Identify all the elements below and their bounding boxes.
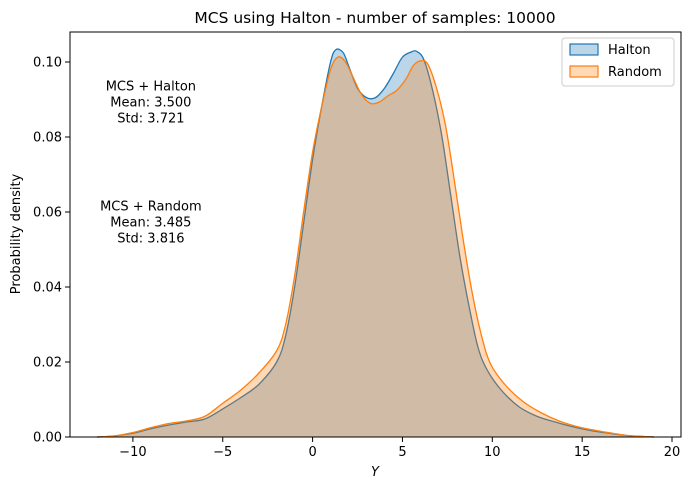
y-tick-label: 0.10	[33, 56, 62, 71]
legend-label-halton: Halton	[608, 43, 651, 58]
x-tick-label: 5	[398, 445, 406, 460]
x-tick-label: 0	[308, 445, 316, 460]
legend: Halton Random	[561, 37, 675, 87]
chart-title: MCS using Halton - number of samples: 10…	[194, 9, 555, 27]
x-axis-label: Y	[371, 465, 380, 480]
annotation-halton-line: MCS + Halton	[106, 79, 196, 94]
series-line-halton	[96, 48, 655, 438]
plot-frame	[69, 31, 682, 438]
y-axis-label: Probability density	[9, 173, 24, 294]
annotation-random-line: MCS + Random	[100, 199, 202, 214]
x-axis: −10 −5 0 5 10 15 20	[119, 437, 680, 460]
annotation-random-line: Mean: 3.485	[110, 215, 191, 230]
x-tick-label: 20	[664, 445, 681, 460]
legend-label-random: Random	[608, 65, 662, 80]
legend-box	[561, 37, 675, 87]
x-tick-label: 15	[574, 445, 591, 460]
series-line-random	[96, 56, 655, 438]
y-tick-label: 0.04	[33, 281, 62, 296]
series-layer	[96, 48, 655, 438]
annotation-halton-line: Mean: 3.500	[110, 95, 191, 110]
y-tick-label: 0.00	[33, 431, 62, 446]
x-tick-label: 10	[484, 445, 501, 460]
y-axis: 0.00 0.02 0.04 0.06 0.08 0.10	[33, 56, 70, 446]
legend-swatch-random	[569, 65, 599, 78]
y-tick-label: 0.06	[33, 206, 62, 221]
y-tick-label: 0.02	[33, 356, 62, 371]
y-tick-label: 0.08	[33, 131, 62, 146]
legend-swatch-halton	[569, 43, 599, 56]
x-tick-label: −5	[213, 445, 232, 460]
annotation-random-line: Std: 3.816	[117, 231, 184, 246]
series-area-random	[96, 56, 655, 438]
series-area-halton	[96, 49, 655, 437]
legend-items: Halton Random	[569, 43, 662, 80]
plot-area	[69, 31, 682, 438]
x-tick-label: −10	[119, 445, 146, 460]
annotation-halton-line: Std: 3.721	[117, 111, 184, 126]
